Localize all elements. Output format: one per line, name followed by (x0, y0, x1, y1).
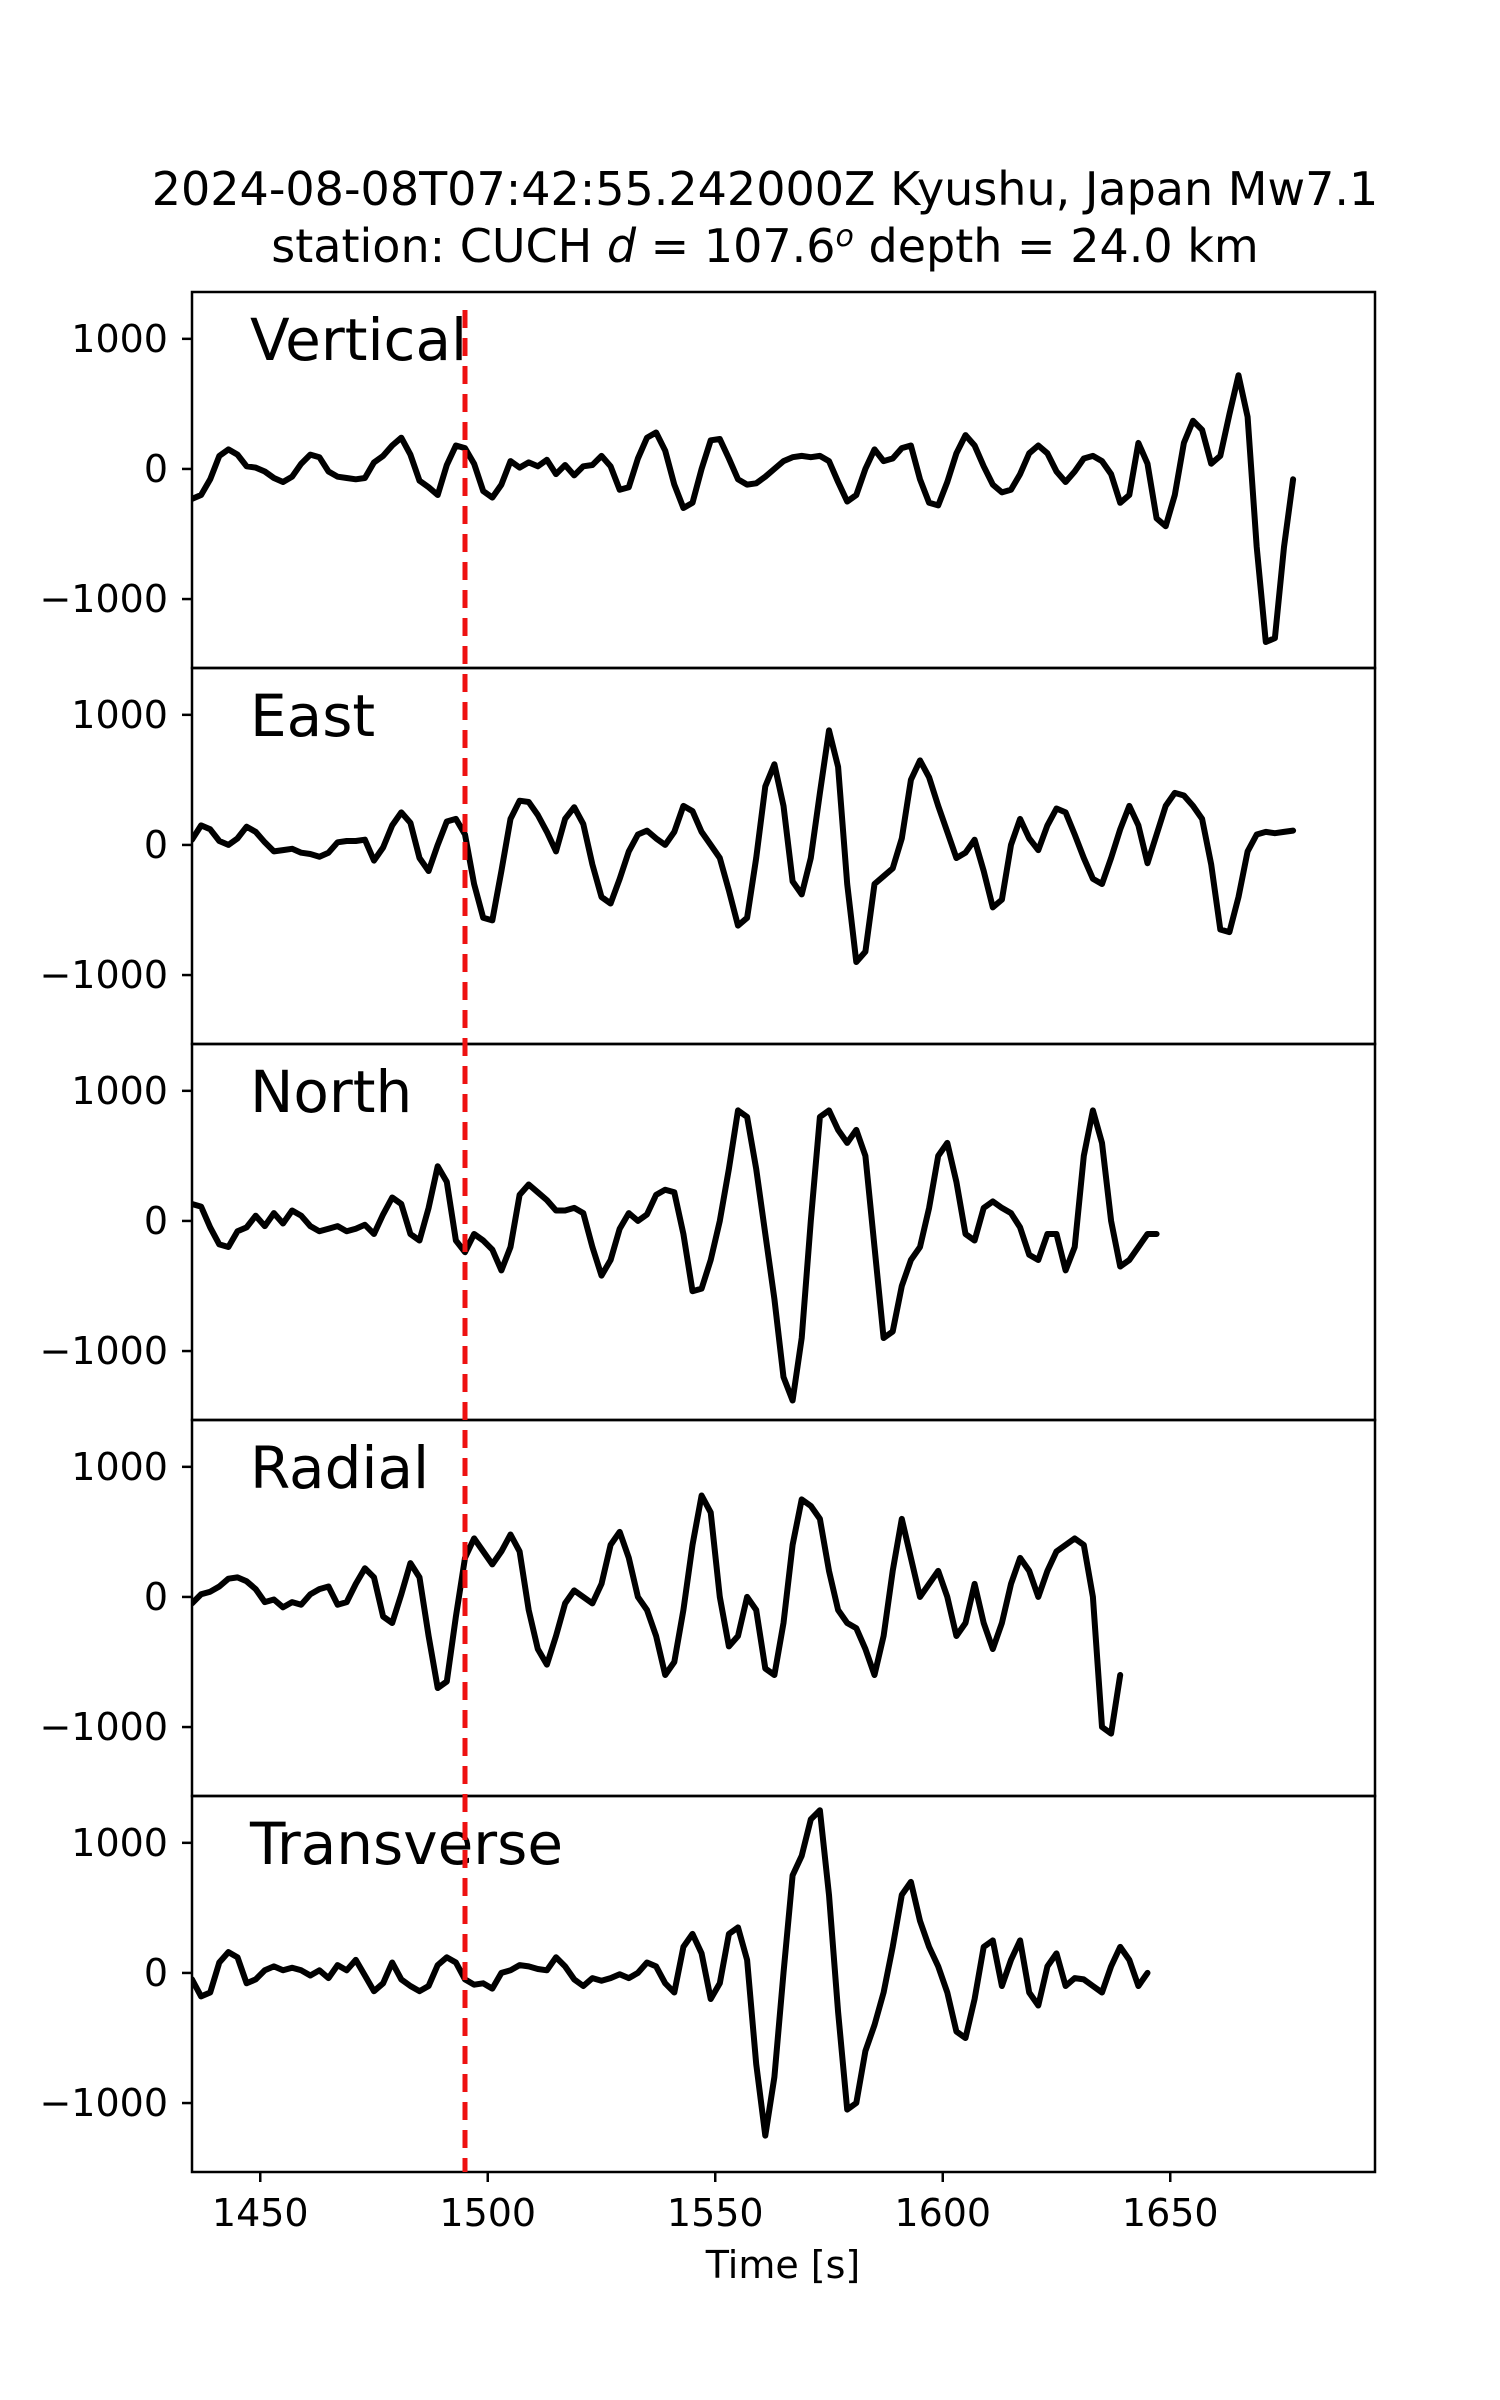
panel-frame (190, 1794, 1377, 2174)
y-tick-label: 0 (144, 1199, 168, 1243)
y-tick-label: 0 (144, 1575, 168, 1619)
y-tick-label: 1000 (71, 317, 168, 361)
x-tick-label: 1550 (667, 2191, 764, 2235)
trace-transverse (192, 1807, 1151, 2139)
y-tick-label: 0 (144, 447, 168, 491)
y-tick-label: −1000 (39, 1705, 168, 1749)
y-tick-label: 1000 (71, 693, 168, 737)
chart-title: 2024-08-08T07:42:55.242000Z Kyushu, Japa… (152, 162, 1378, 216)
panel-label-east: East (250, 682, 375, 750)
x-tick-label: 1600 (894, 2191, 991, 2235)
panel-label-transverse: Transverse (249, 1810, 563, 1878)
trace-vertical (192, 372, 1297, 645)
y-tick-label: −1000 (39, 577, 168, 621)
y-tick-label: 1000 (71, 1445, 168, 1489)
panels-group: 1000 0 −1000 Vertical 1000 0 −1000 East 1000 0 −10… (39, 290, 1377, 2174)
y-tick-label: −1000 (39, 1329, 168, 1373)
y-tick-label: −1000 (39, 953, 168, 997)
y-tick-label: 0 (144, 1951, 168, 1995)
x-tick-label: 1450 (212, 2191, 309, 2235)
panel-radial: 1000 0 −1000 Radial (39, 1418, 1377, 1798)
trace-north (192, 1107, 1160, 1404)
panel-label-vertical: Vertical (250, 306, 467, 374)
trace-east (192, 727, 1297, 965)
panel-label-north: North (250, 1058, 412, 1126)
trace-radial (192, 1492, 1124, 1737)
x-axis: 1450 1500 1550 1600 1650 (212, 2172, 1219, 2235)
panel-north: 1000 0 −1000 North (39, 1042, 1377, 1422)
y-tick-label: 1000 (71, 1069, 168, 1113)
panel-transverse: 1000 0 −1000 Transverse (39, 1794, 1377, 2174)
panel-east: 1000 0 −1000 East (39, 666, 1377, 1046)
chart-subtitle: station: CUCH d = 107.6o depth = 24.0 km (271, 219, 1258, 273)
y-tick-label: 1000 (71, 1821, 168, 1865)
x-tick-label: 1500 (439, 2191, 536, 2235)
panel-label-radial: Radial (250, 1434, 429, 1502)
y-tick-label: −1000 (39, 2081, 168, 2125)
x-axis-label: Time [s] (705, 2243, 861, 2287)
x-tick-label: 1650 (1122, 2191, 1219, 2235)
panel-vertical: 1000 0 −1000 Vertical (39, 290, 1377, 670)
y-tick-label: 0 (144, 823, 168, 867)
